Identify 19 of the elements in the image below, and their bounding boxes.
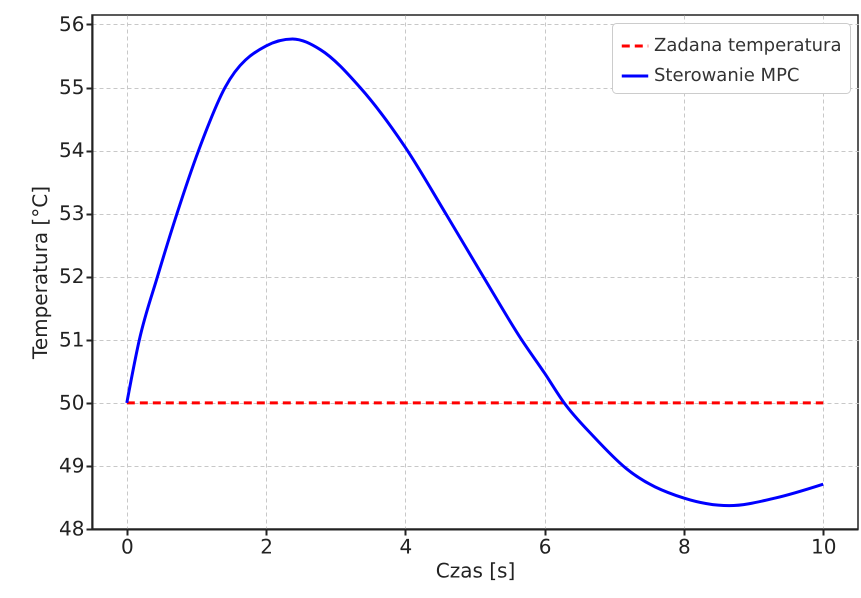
y-tick-label: 50 (59, 390, 84, 414)
y-tick-label: 49 (59, 453, 84, 478)
y-tick-label: 55 (59, 75, 84, 100)
x-tick-label: 6 (538, 534, 552, 558)
x-tick-label: 10 (810, 534, 836, 558)
y-tick-label: 54 (59, 138, 84, 162)
x-tick-label: 0 (120, 534, 134, 558)
legend-label: Sterowanie MPC (654, 65, 800, 86)
y-tick-label: 48 (59, 516, 84, 540)
y-tick-label: 56 (59, 12, 84, 36)
x-axis-title: Czas [s] (436, 558, 516, 582)
y-tick-label: 51 (59, 327, 84, 352)
legend-label: Zadana temperatura (654, 35, 842, 56)
x-tick-label: 4 (399, 534, 412, 558)
x-tick-label: 8 (678, 534, 691, 558)
y-tick-label: 52 (59, 264, 84, 288)
x-tick-label: 2 (260, 534, 273, 558)
y-tick-label: 53 (59, 201, 84, 226)
y-axis-title: Temperatura [°C] (28, 186, 52, 360)
